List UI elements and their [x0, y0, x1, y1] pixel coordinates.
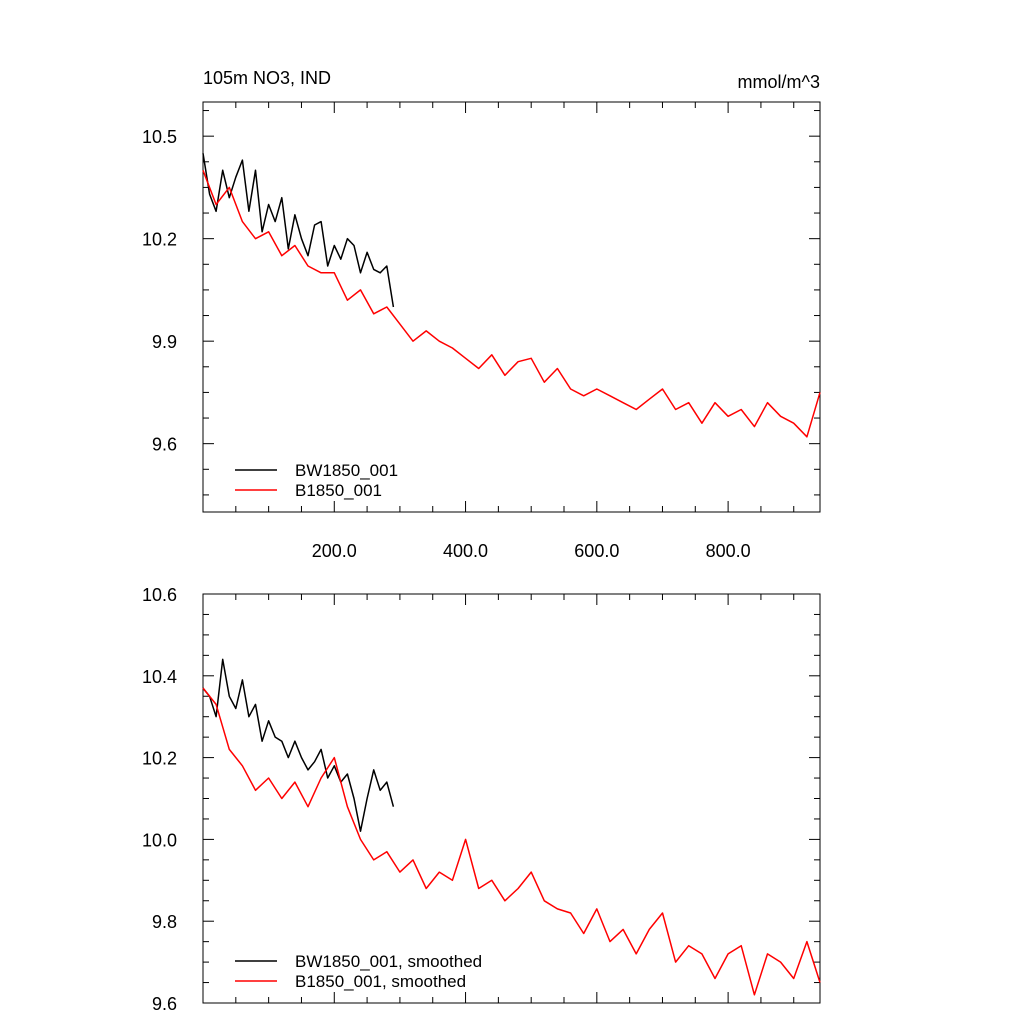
y-tick-label: 9.6 [152, 994, 177, 1014]
legend-label: BW1850_001, smoothed [295, 952, 482, 971]
y-tick-label: 9.8 [152, 912, 177, 932]
series-line-1 [202, 170, 821, 438]
series-line-0 [202, 658, 395, 832]
legend-label: B1850_001, smoothed [295, 972, 466, 991]
plot-frame [202, 101, 821, 513]
top-panel: 200.0 400.0 600.0 800.0 9.6 9.9 10.2 10.5 105m N… [142, 68, 821, 561]
legend-label: BW1850_001 [295, 461, 398, 480]
y-tick-label: 9.6 [152, 435, 177, 455]
y-tick-label: 10.4 [142, 667, 177, 687]
x-tick-label: 200.0 [312, 541, 357, 561]
series-line-0 [202, 153, 395, 308]
y-tick-label: 10.0 [142, 830, 177, 850]
legend-label: B1850_001 [295, 481, 382, 500]
x-tick-label: 400.0 [443, 541, 488, 561]
units-label: mmol/m^3 [738, 72, 820, 92]
y-tick-label: 10.5 [142, 127, 177, 147]
y-tick-label: 10.2 [142, 749, 177, 769]
y-tick-label: 10.2 [142, 230, 177, 250]
series-line-1 [202, 687, 821, 996]
plot-frame [202, 593, 821, 1004]
bottom-panel: 9.6 9.8 10.0 10.2 10.4 10.6 BW1850_001, smooth… [142, 585, 821, 1014]
y-tick-label: 10.6 [142, 585, 177, 605]
y-tick-label: 9.9 [152, 332, 177, 352]
chart-title: 105m NO3, IND [203, 68, 331, 88]
x-tick-label: 800.0 [706, 541, 751, 561]
x-tick-label: 600.0 [574, 541, 619, 561]
